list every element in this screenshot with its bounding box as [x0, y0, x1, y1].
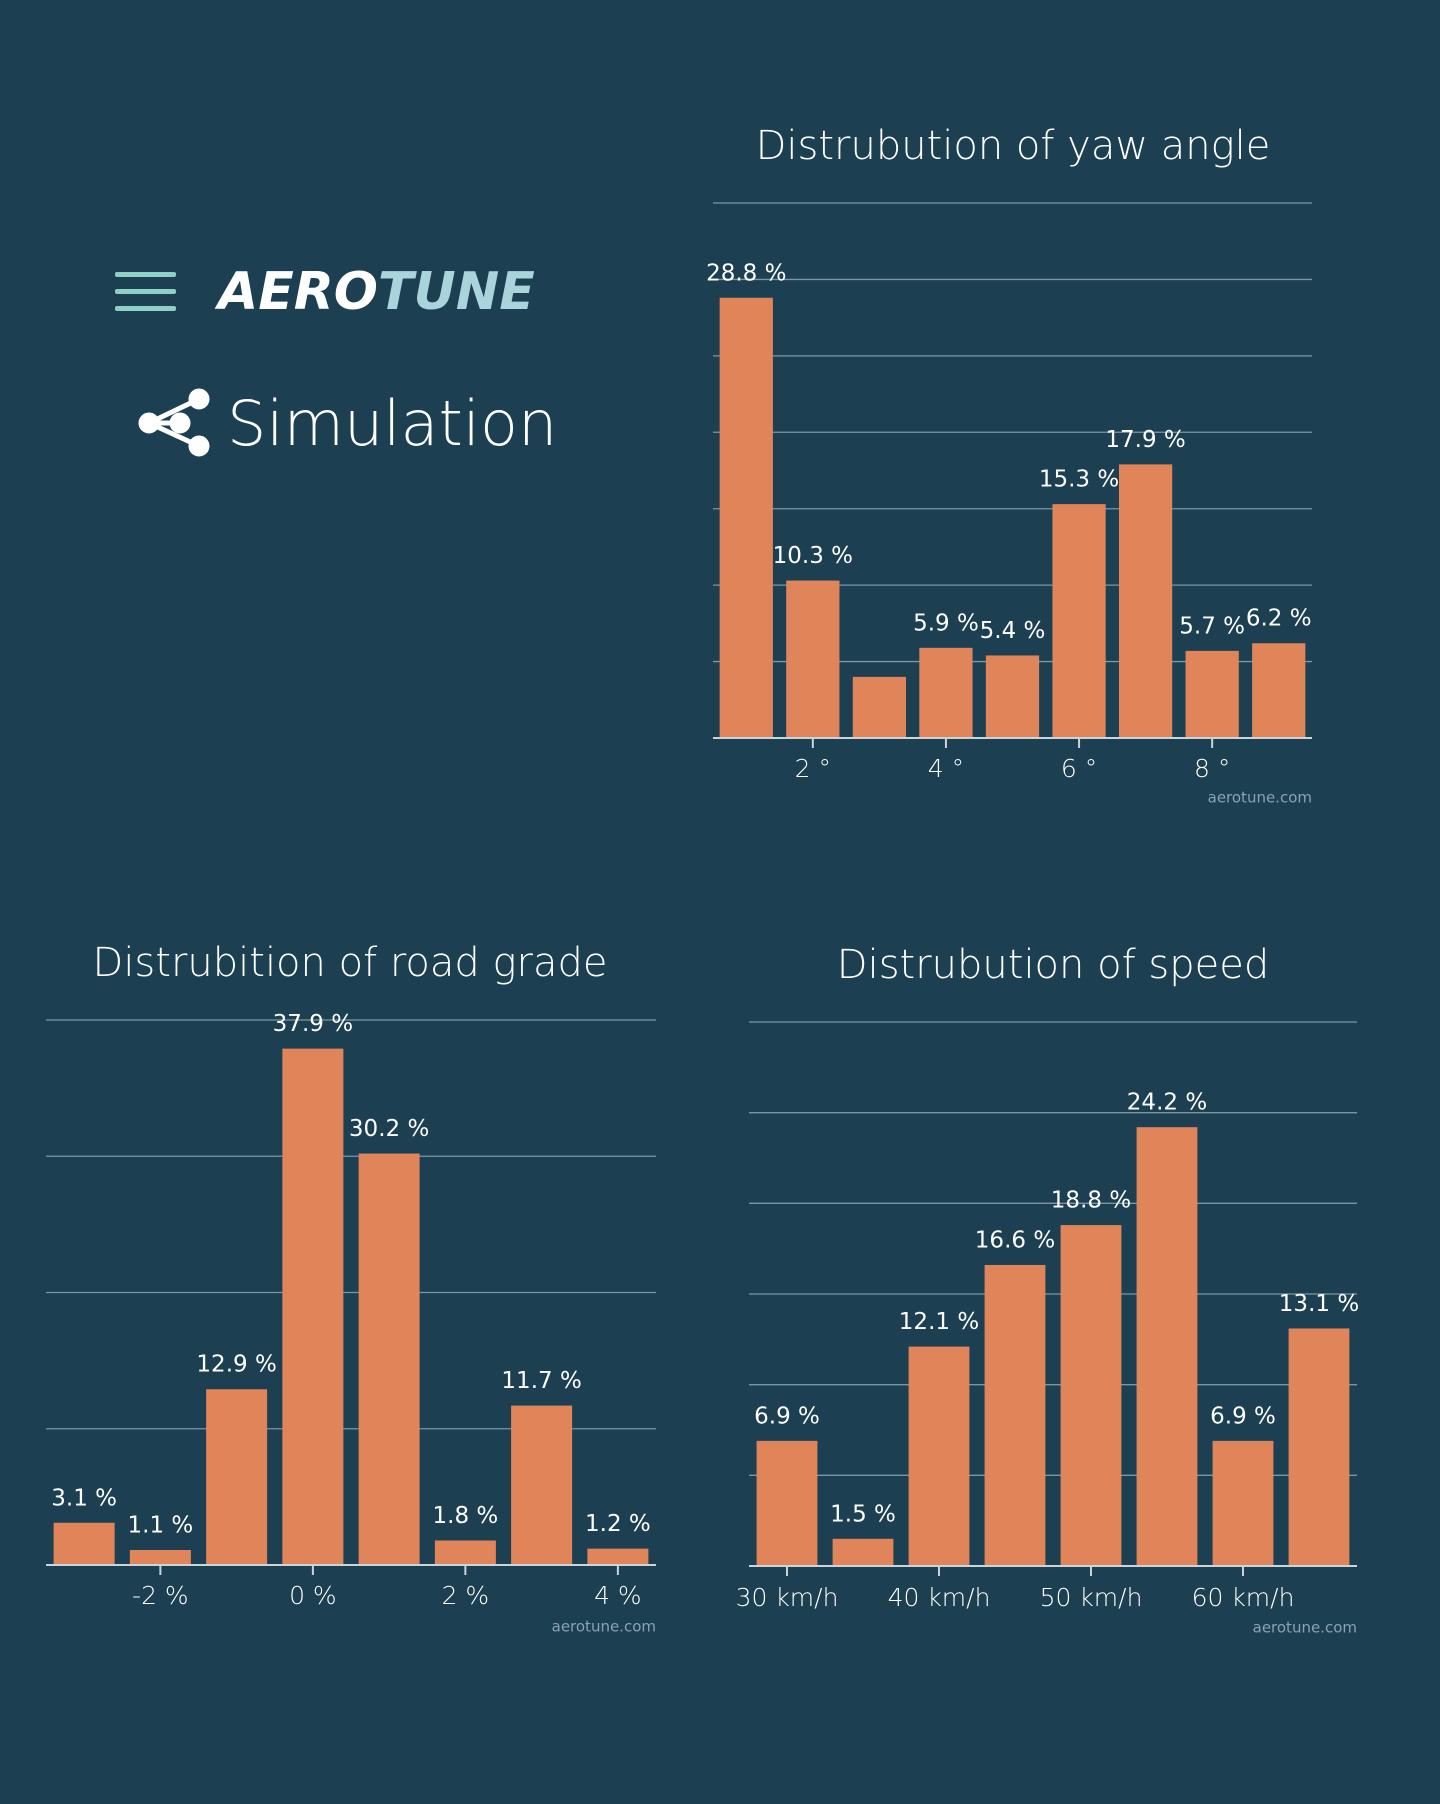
- chart-title: Distrubution of yaw angle: [756, 123, 1271, 169]
- bar: [434, 1540, 496, 1565]
- bar: [985, 655, 1040, 738]
- icon-node: [138, 412, 160, 434]
- brand-accent: TUNE: [378, 262, 535, 322]
- x-tick-label: 4 %: [594, 1581, 642, 1610]
- bar: [1252, 643, 1306, 738]
- value-label: 10.3 %: [773, 543, 853, 569]
- source-label: aerotune.com: [1253, 1619, 1357, 1637]
- bar: [129, 1550, 191, 1565]
- value-label: 15.3 %: [1039, 467, 1119, 493]
- source-label: aerotune.com: [1208, 789, 1312, 807]
- value-label: 3.1 %: [51, 1485, 117, 1511]
- x-tick-label: 2 %: [442, 1581, 490, 1610]
- chart-title: Distrubition of road grade: [93, 940, 608, 986]
- bar: [358, 1153, 420, 1565]
- bar: [1136, 1127, 1198, 1566]
- value-label: 24.2 %: [1127, 1090, 1207, 1116]
- menu-bar: [115, 272, 176, 277]
- bar: [719, 297, 773, 738]
- value-label: 17.9 %: [1105, 427, 1185, 453]
- bar: [1060, 1225, 1122, 1566]
- x-tick-label: 40 km/h: [888, 1583, 991, 1612]
- x-tick-label: 8 °: [1194, 754, 1230, 783]
- value-label: 11.7 %: [501, 1368, 581, 1394]
- brand-main: AERO: [214, 262, 378, 322]
- value-label: 6.9 %: [1210, 1403, 1276, 1429]
- value-label: 1.8 %: [433, 1503, 499, 1529]
- x-tick-label: 6 °: [1061, 754, 1097, 783]
- x-tick-label: 4 °: [928, 754, 964, 783]
- bar: [786, 580, 840, 738]
- icon-node: [188, 388, 210, 410]
- menu-bar: [115, 306, 176, 311]
- x-tick-label: 50 km/h: [1040, 1583, 1143, 1612]
- bar: [1288, 1328, 1350, 1566]
- source-label: aerotune.com: [552, 1618, 656, 1636]
- bar: [984, 1264, 1046, 1566]
- value-label: 28.8 %: [706, 260, 786, 286]
- bar: [1118, 464, 1173, 738]
- value-label: 18.8 %: [1051, 1188, 1131, 1214]
- bar: [587, 1548, 649, 1565]
- value-label: 30.2 %: [349, 1116, 429, 1142]
- value-label: 12.9 %: [196, 1352, 276, 1378]
- icon-node: [188, 435, 210, 457]
- bar: [53, 1522, 115, 1565]
- value-label: 5.7 %: [1179, 613, 1245, 639]
- icon-node: [169, 412, 191, 434]
- x-tick-label: 60 km/h: [1192, 1583, 1295, 1612]
- value-label: 12.1 %: [899, 1309, 979, 1335]
- value-label: 13.1 %: [1279, 1291, 1359, 1317]
- menu-icon[interactable]: [115, 272, 176, 311]
- x-tick-label: 30 km/h: [736, 1583, 839, 1612]
- bar: [832, 1538, 894, 1566]
- bar: [511, 1405, 573, 1565]
- bar: [282, 1048, 344, 1565]
- section-title: Simulation: [227, 387, 557, 460]
- x-tick-label: -2 %: [132, 1581, 189, 1610]
- brand-logo[interactable]: AEROTUNE: [214, 262, 535, 322]
- value-label: 1.2 %: [585, 1511, 651, 1537]
- share-icon: [138, 388, 210, 457]
- value-label: 6.2 %: [1246, 606, 1312, 632]
- bar: [1212, 1440, 1274, 1566]
- value-label: 5.9 %: [913, 610, 979, 636]
- bar: [756, 1440, 818, 1566]
- chart-title: Distrubution of speed: [837, 942, 1269, 988]
- value-label: 6.9 %: [754, 1403, 820, 1429]
- value-label: 5.4 %: [980, 618, 1046, 644]
- value-label: 1.1 %: [128, 1513, 194, 1539]
- value-label: 16.6 %: [975, 1227, 1055, 1253]
- bar: [1185, 650, 1239, 738]
- bar: [908, 1346, 970, 1566]
- bar: [206, 1389, 268, 1565]
- bar: [852, 676, 907, 738]
- x-tick-label: 0 %: [289, 1581, 337, 1610]
- bar: [919, 647, 973, 738]
- bar: [1052, 504, 1106, 738]
- value-label: 1.5 %: [830, 1501, 896, 1527]
- menu-bar: [115, 289, 176, 294]
- value-label: 37.9 %: [273, 1011, 353, 1037]
- x-tick-label: 2 °: [795, 754, 831, 783]
